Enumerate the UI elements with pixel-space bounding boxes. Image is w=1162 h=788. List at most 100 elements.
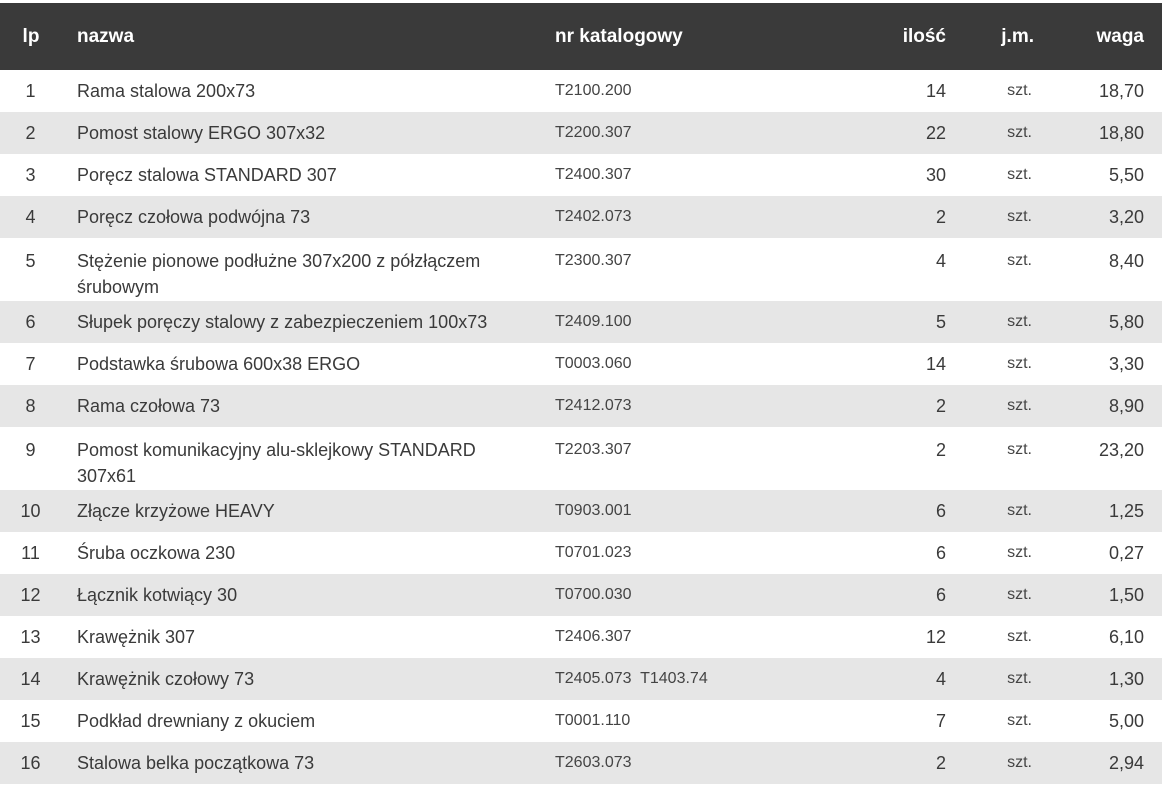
cell-name: Podstawka śrubowa 600x38 ERGO <box>77 353 361 374</box>
cell-name: Rama stalowa 200x73 <box>77 80 256 101</box>
cell-unit: szt. <box>1007 585 1032 603</box>
cell-weight: 8,90 <box>1108 395 1144 416</box>
table-row: 8 Rama czołowa 73 T2412.073 2 szt. 8,90 <box>0 385 1162 427</box>
cell-quantity: 6 <box>935 500 946 521</box>
cell-unit: szt. <box>1007 252 1032 269</box>
cell-catalog-number: T2412.073 <box>555 396 632 414</box>
cell-catalog-number: T0001.110 <box>555 711 631 729</box>
cell-lp: 12 <box>20 584 41 605</box>
cell-weight: 1,50 <box>1108 584 1144 605</box>
cell-lp: 13 <box>20 626 41 647</box>
cell-weight: 3,30 <box>1108 353 1144 374</box>
cell-weight: 1,30 <box>1108 668 1144 689</box>
cell-unit: szt. <box>1007 396 1032 414</box>
cell-quantity: 14 <box>925 80 946 101</box>
table-row: 2 Pomost stalowy ERGO 307x32 T2200.307 22 sz… <box>0 112 1162 154</box>
cell-name: Stężenie pionowe podłużne 307x200 z półz… <box>77 251 481 297</box>
cell-catalog-number: T2405.073 T1403.74 <box>555 669 708 687</box>
cell-lp: 5 <box>25 251 36 271</box>
table-row: 7 Podstawka śrubowa 600x38 ERGO T0003.060 1… <box>0 343 1162 385</box>
cell-weight: 8,40 <box>1108 251 1144 271</box>
cell-unit: szt. <box>1007 711 1032 729</box>
table-row: 1 Rama stalowa 200x73 T2100.200 14 szt. 18,70 <box>0 70 1162 112</box>
header-name: nazwa <box>77 25 135 47</box>
cell-catalog-number: T2400.307 <box>555 165 632 183</box>
cell-quantity: 2 <box>935 206 946 227</box>
cell-lp: 7 <box>25 353 36 374</box>
header-quantity: ilość <box>902 25 946 47</box>
table-row: 9 Pomost komunikacyjny alu-sklejkowy STAN… <box>0 427 1162 490</box>
table-row: 15 Podkład drewniany z okuciem T0001.110 7 s… <box>0 700 1162 742</box>
cell-quantity: 2 <box>935 752 946 773</box>
table-row: 12 Łącznik kotwiący 30 T0700.030 6 szt. 1,50 <box>0 574 1162 616</box>
table-row: 13 Krawężnik 307 T2406.307 12 szt. 6,10 <box>0 616 1162 658</box>
cell-lp: 16 <box>20 752 41 773</box>
cell-unit: szt. <box>1007 81 1032 99</box>
cell-unit: szt. <box>1007 123 1032 141</box>
cell-lp: 6 <box>25 311 36 332</box>
cell-name: Łącznik kotwiący 30 <box>77 584 238 605</box>
cell-name: Słupek poręczy stalowy z zabezpieczeniem… <box>77 311 488 332</box>
cell-quantity: 12 <box>925 626 946 647</box>
cell-lp: 14 <box>20 668 41 689</box>
cell-catalog-number: T0701.023 <box>555 543 632 561</box>
table-row: 4 Poręcz czołowa podwójna 73 T2402.073 2 szt… <box>0 196 1162 238</box>
table-body: 1 Rama stalowa 200x73 T2100.200 14 szt. 18,70… <box>0 70 1162 784</box>
cell-weight: 23,20 <box>1098 440 1144 460</box>
cell-unit: szt. <box>1007 753 1032 771</box>
cell-unit: szt. <box>1007 627 1032 645</box>
cell-catalog-number: T2603.073 <box>555 753 632 771</box>
header-lp: lp <box>22 25 40 47</box>
cell-lp: 1 <box>25 80 36 101</box>
cell-lp: 3 <box>25 164 36 185</box>
cell-lp: 8 <box>25 395 36 416</box>
table-row: 5 Stężenie pionowe podłużne 307x200 z pół… <box>0 238 1162 301</box>
cell-weight: 5,80 <box>1108 311 1144 332</box>
cell-unit: szt. <box>1007 543 1032 561</box>
cell-quantity: 7 <box>935 710 946 731</box>
cell-unit: szt. <box>1007 165 1032 183</box>
cell-weight: 1,25 <box>1108 500 1144 521</box>
cell-quantity: 14 <box>925 353 946 374</box>
cell-name: Złącze krzyżowe HEAVY <box>77 500 275 521</box>
cell-catalog-number: T2406.307 <box>555 627 632 645</box>
cell-catalog-number: T2402.073 <box>555 207 632 225</box>
cell-unit: szt. <box>1007 441 1032 458</box>
cell-weight: 2,94 <box>1108 752 1144 773</box>
cell-name: Krawężnik czołowy 73 <box>77 668 255 689</box>
cell-lp: 15 <box>20 710 41 731</box>
cell-lp: 10 <box>20 500 41 521</box>
parts-table-container: lp nazwa nr katalogowy ilość j.m. waga 1… <box>0 3 1162 784</box>
cell-name: Pomost stalowy ERGO 307x32 <box>77 122 326 143</box>
cell-name: Podkład drewniany z okuciem <box>77 710 316 731</box>
cell-quantity: 4 <box>935 668 946 689</box>
cell-unit: szt. <box>1007 354 1032 372</box>
parts-table: lp nazwa nr katalogowy ilość j.m. waga 1… <box>0 3 1162 784</box>
cell-quantity: 2 <box>935 395 946 416</box>
cell-lp: 9 <box>25 440 36 460</box>
table-row: 11 Śruba oczkowa 230 T0701.023 6 szt. 0,27 <box>0 532 1162 574</box>
cell-lp: 2 <box>25 122 36 143</box>
cell-name: Krawężnik 307 <box>77 626 196 647</box>
table-row: 14 Krawężnik czołowy 73 T2405.073 T1403.74… <box>0 658 1162 700</box>
cell-catalog-number: T2409.100 <box>555 312 632 330</box>
cell-catalog-number: T2200.307 <box>555 123 632 141</box>
cell-quantity: 6 <box>935 584 946 605</box>
header-weight: waga <box>1096 25 1144 47</box>
cell-weight: 0,27 <box>1108 542 1144 563</box>
cell-weight: 5,00 <box>1108 710 1144 731</box>
header-catalog-number: nr katalogowy <box>555 25 683 47</box>
cell-catalog-number: T0700.030 <box>555 585 632 603</box>
cell-lp: 11 <box>21 542 40 563</box>
cell-unit: szt. <box>1007 312 1032 330</box>
cell-quantity: 2 <box>935 440 946 460</box>
cell-unit: szt. <box>1007 669 1032 687</box>
cell-name: Pomost komunikacyjny alu-sklejkowy STAND… <box>77 440 476 486</box>
cell-weight: 6,10 <box>1108 626 1144 647</box>
cell-weight: 18,80 <box>1098 122 1144 143</box>
table-row: 3 Poręcz stalowa STANDARD 307 T2400.307 30 s… <box>0 154 1162 196</box>
cell-lp: 4 <box>25 206 36 227</box>
cell-name: Śruba oczkowa 230 <box>77 542 236 563</box>
cell-quantity: 30 <box>925 164 946 185</box>
cell-quantity: 22 <box>925 122 946 143</box>
